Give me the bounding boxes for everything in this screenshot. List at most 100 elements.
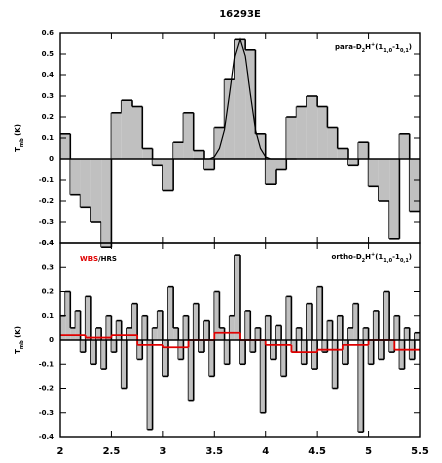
bar [178,340,184,360]
bar [322,340,328,353]
bar [204,159,215,170]
bar [265,159,276,185]
x-tick-label: 5 [365,446,372,457]
x-tick-label: 2 [57,446,64,457]
annotation-part: + [371,252,375,258]
annotation-part: + [371,42,375,48]
y-tick-label: 0.2 [42,288,55,296]
y-tick-label: 0.3 [42,92,55,100]
bar [368,340,374,365]
x-tick-label: 4 [262,446,269,457]
bar [214,291,220,340]
bar [276,325,282,340]
y-axis-label-part: mb [19,138,25,147]
bar [121,100,132,159]
bar [132,303,138,340]
x-tick-label: 3.5 [205,446,223,457]
bar [312,340,318,370]
bar [286,117,297,159]
bar [142,148,153,159]
bar [240,340,246,365]
y-tick-label: -0.3 [39,218,54,226]
bar [75,310,81,340]
bar [317,286,323,340]
bar [296,106,307,159]
bar [111,112,122,159]
bar [234,39,246,159]
bar [342,340,348,365]
bar [260,340,266,413]
bar [188,340,194,401]
bar [358,142,369,159]
bar [116,320,122,340]
bar [152,327,158,340]
bar [214,127,225,159]
annotation: ortho-D2H+(11,0-10,1) [332,252,412,264]
bar [348,159,359,166]
bar [60,315,66,340]
chart-title: 16293E [219,9,261,20]
bar [152,159,163,166]
bar [373,310,379,340]
annotation-part: -1 [392,253,400,261]
y-tick-label: 0.2 [42,113,55,121]
bar [270,340,276,360]
bar [90,159,102,222]
y-axis-label: Tmb (K) [14,326,25,354]
bar [327,127,338,159]
bar [121,340,127,389]
y-tick-label: 0.1 [42,134,55,142]
y-tick-label: -0.2 [39,197,54,205]
bar [414,332,420,340]
bar [281,340,287,377]
annotation-part: 1,0 [383,48,392,54]
bar [337,315,343,340]
annotation-part: ) [409,43,412,51]
bar [126,327,132,340]
y-tick-label: 0.1 [42,312,55,320]
bar [245,310,251,340]
bar [378,159,390,201]
y-tick-label: 0 [49,155,54,163]
bar [353,303,359,340]
bar [157,310,163,340]
annotation-part: (1 [375,43,383,51]
y-tick-label: -0.4 [39,433,54,441]
bar [363,327,369,340]
bar [60,133,71,159]
bar [306,303,312,340]
bar [332,340,338,389]
annotation-part: ortho-D [332,253,362,261]
bar [183,112,194,159]
annotation-part: 0,1 [400,48,409,54]
y-tick-label: -0.3 [39,409,54,417]
bar [111,340,117,353]
y-tick-label: 0.4 [42,239,55,247]
legend-entry: WBS [80,255,98,263]
y-axis-label-part: (K) [14,124,22,138]
bar [286,296,292,340]
bar [162,340,168,377]
annotation-part: 1,0 [383,258,392,264]
bar [255,327,261,340]
bar [327,320,333,340]
bar [229,315,235,340]
bar [137,340,143,360]
y-tick-label: 0.3 [42,263,55,271]
bar [90,340,96,365]
bar [101,159,112,248]
bar [173,327,179,340]
bar [389,159,400,239]
y-tick-label: 0.6 [42,29,55,37]
bar [276,159,287,170]
y-axis-label: Tmb (K) [14,124,25,152]
bar [306,96,318,159]
bar [219,327,225,340]
bar [384,291,390,340]
bar [234,255,240,340]
bar [70,159,81,195]
y-axis-label-part: T [14,147,22,152]
y-tick-label: -0.4 [39,239,54,247]
bar [348,327,354,340]
